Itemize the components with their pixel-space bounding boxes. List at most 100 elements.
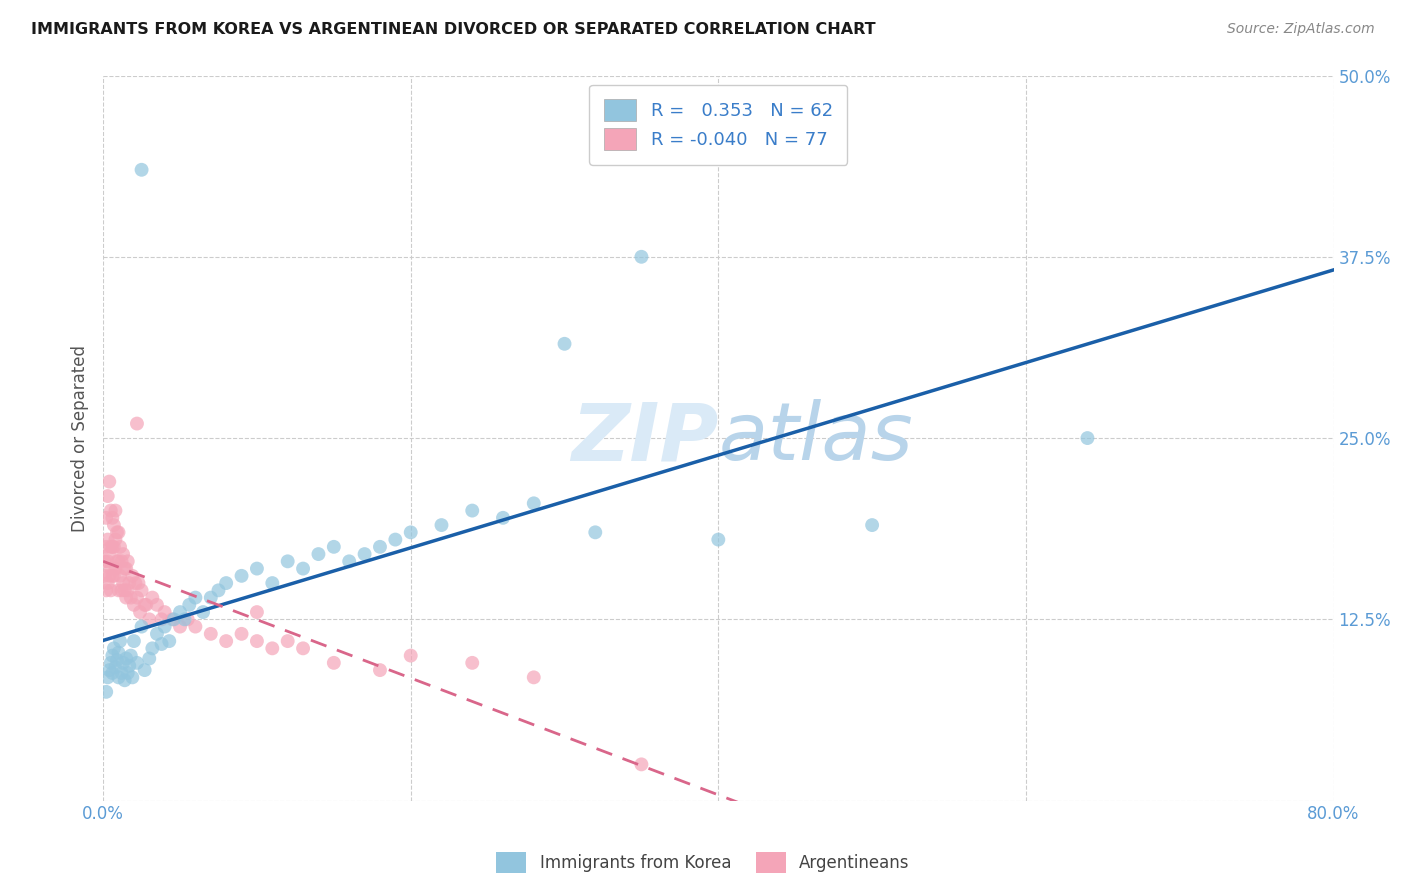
Point — [184, 591, 207, 605]
Point — [173, 612, 195, 626]
Point — [399, 525, 422, 540]
Point — [246, 634, 269, 648]
Point — [118, 576, 141, 591]
Point — [124, 576, 146, 591]
Point — [93, 569, 115, 583]
Point — [384, 533, 406, 547]
Point — [108, 540, 131, 554]
Point — [104, 660, 127, 674]
Text: ZIP: ZIP — [571, 399, 718, 477]
Point — [207, 583, 229, 598]
Point — [114, 673, 136, 688]
Point — [110, 665, 132, 680]
Point — [107, 646, 129, 660]
Point — [153, 605, 176, 619]
Point — [200, 627, 222, 641]
Point — [231, 627, 253, 641]
Point — [100, 656, 122, 670]
Point — [138, 651, 160, 665]
Point — [103, 518, 125, 533]
Point — [97, 576, 120, 591]
Point — [246, 605, 269, 619]
Point — [100, 503, 122, 517]
Point — [110, 583, 132, 598]
Point — [277, 634, 299, 648]
Point — [150, 637, 173, 651]
Point — [96, 511, 118, 525]
Point — [104, 533, 127, 547]
Point — [98, 569, 121, 583]
Point — [292, 641, 315, 656]
Point — [107, 583, 129, 598]
Point — [117, 665, 139, 680]
Point — [105, 554, 128, 568]
Point — [121, 569, 143, 583]
Point — [246, 561, 269, 575]
Point — [101, 540, 124, 554]
Point — [120, 591, 142, 605]
Point — [125, 417, 148, 431]
Point — [131, 583, 153, 598]
Point — [101, 648, 124, 663]
Point — [107, 525, 129, 540]
Point — [1076, 431, 1098, 445]
Point — [105, 525, 128, 540]
Point — [105, 653, 128, 667]
Point — [117, 583, 139, 598]
Point — [461, 503, 484, 517]
Point — [554, 336, 576, 351]
Text: atlas: atlas — [718, 399, 912, 477]
Point — [120, 648, 142, 663]
Point — [112, 576, 135, 591]
Point — [707, 533, 730, 547]
Point — [169, 619, 191, 633]
Point — [98, 547, 121, 561]
Point — [177, 612, 200, 626]
Point — [107, 554, 129, 568]
Point — [114, 583, 136, 598]
Point — [523, 670, 546, 684]
Legend: R =   0.353   N = 62, R = -0.040   N = 77: R = 0.353 N = 62, R = -0.040 N = 77 — [589, 85, 848, 165]
Point — [179, 598, 201, 612]
Point — [157, 634, 180, 648]
Point — [98, 475, 121, 489]
Point — [138, 612, 160, 626]
Point — [100, 540, 122, 554]
Point — [97, 533, 120, 547]
Point — [110, 554, 132, 568]
Point — [115, 561, 138, 575]
Point — [98, 663, 121, 677]
Point — [103, 569, 125, 583]
Point — [96, 685, 118, 699]
Point — [128, 576, 150, 591]
Point — [122, 634, 145, 648]
Point — [103, 641, 125, 656]
Point — [129, 605, 152, 619]
Point — [184, 619, 207, 633]
Point — [523, 496, 546, 510]
Point — [200, 591, 222, 605]
Point — [101, 665, 124, 680]
Point — [112, 547, 135, 561]
Point — [100, 561, 122, 575]
Point — [125, 591, 148, 605]
Point — [118, 658, 141, 673]
Point — [492, 511, 515, 525]
Point — [215, 576, 238, 591]
Legend: Immigrants from Korea, Argentineans: Immigrants from Korea, Argentineans — [489, 846, 917, 880]
Point — [153, 619, 176, 633]
Point — [368, 540, 391, 554]
Point — [101, 569, 124, 583]
Point — [112, 656, 135, 670]
Point — [97, 670, 120, 684]
Point — [322, 540, 344, 554]
Point — [337, 554, 360, 568]
Point — [135, 598, 157, 612]
Point — [150, 612, 173, 626]
Point — [121, 670, 143, 684]
Text: IMMIGRANTS FROM KOREA VS ARGENTINEAN DIVORCED OR SEPARATED CORRELATION CHART: IMMIGRANTS FROM KOREA VS ARGENTINEAN DIV… — [31, 22, 876, 37]
Point — [104, 561, 127, 575]
Y-axis label: Divorced or Separated: Divorced or Separated — [72, 344, 89, 532]
Point — [134, 598, 156, 612]
Point — [191, 605, 214, 619]
